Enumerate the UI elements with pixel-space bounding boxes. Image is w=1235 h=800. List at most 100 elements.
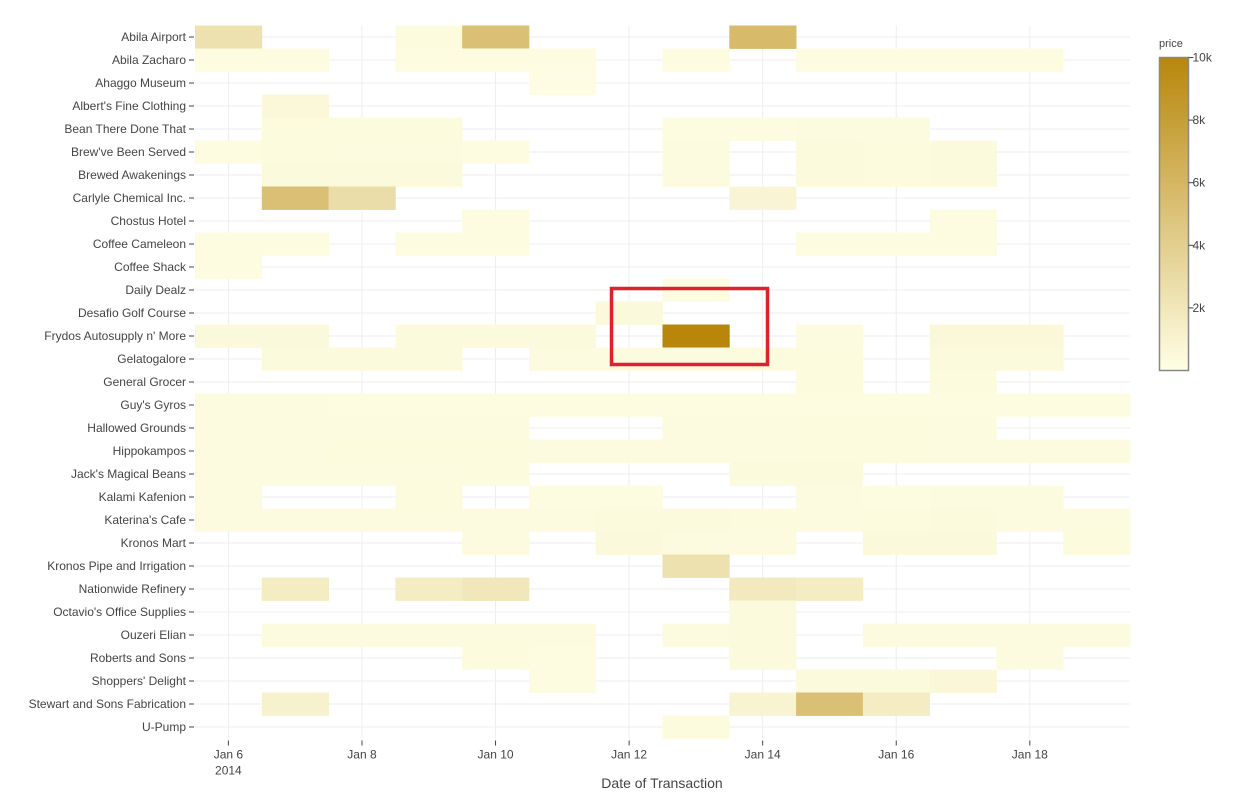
heatmap-cell xyxy=(195,439,263,463)
heatmap-cell xyxy=(328,462,396,486)
heatmap-cell xyxy=(261,577,329,601)
heatmap-cell xyxy=(729,186,797,210)
heatmap-cell xyxy=(462,623,530,647)
colorbar-tick-label: 6k xyxy=(1193,176,1207,190)
heatmap-cell xyxy=(796,324,864,348)
heatmap-cell xyxy=(261,439,329,463)
heatmap-cell xyxy=(929,393,997,417)
heatmap-cell xyxy=(528,71,597,95)
heatmap-cell xyxy=(729,577,797,601)
heatmap-cell xyxy=(462,232,530,256)
x-tick-label: Jan 18 xyxy=(1012,748,1048,762)
heatmap-cell xyxy=(261,623,329,647)
heatmap-cell xyxy=(261,692,329,716)
heatmap-cell xyxy=(796,163,864,187)
y-tick-label: Brew've Been Served xyxy=(71,145,186,159)
heatmap-cell xyxy=(662,347,730,371)
heatmap-cell xyxy=(662,623,730,647)
heatmap-cell xyxy=(462,577,530,601)
heatmap-cell xyxy=(195,416,263,440)
heatmap-cell xyxy=(595,393,663,417)
y-tick-label: Desafio Golf Course xyxy=(78,306,186,320)
heatmap-cell xyxy=(862,416,931,440)
heatmap-cell xyxy=(395,439,463,463)
heatmap-cell xyxy=(261,94,329,118)
y-tick-label: Abila Zacharo xyxy=(112,53,186,67)
y-tick-label: Ouzeri Elian xyxy=(121,628,186,642)
heatmap-cell xyxy=(328,439,396,463)
heatmap-cell xyxy=(462,416,530,440)
colorbar-tick-label: 8k xyxy=(1193,113,1207,127)
colorbar-tick-label: 10k xyxy=(1193,51,1213,65)
heatmap-cell xyxy=(729,508,797,532)
x-tick-label: Jan 12 xyxy=(611,748,647,762)
heatmap-cell xyxy=(595,301,663,325)
heatmap-cell xyxy=(662,393,730,417)
y-tick-label: Coffee Cameleon xyxy=(93,237,186,251)
heatmap-cell xyxy=(996,508,1064,532)
heatmap-cell xyxy=(862,508,931,532)
y-tick-label: Guy's Gyros xyxy=(120,398,186,412)
heatmap-cell xyxy=(929,48,997,72)
y-tick-label: Daily Dealz xyxy=(125,283,186,297)
heatmap-cell xyxy=(195,25,263,49)
heatmap-cell xyxy=(595,508,663,532)
y-tick-label: Bean There Done That xyxy=(64,122,186,136)
heatmap-cell xyxy=(261,347,329,371)
heatmap-cell xyxy=(261,48,329,72)
heatmap-cell xyxy=(929,669,997,693)
heatmap-cell xyxy=(796,232,864,256)
colorbar-tick-label: 2k xyxy=(1193,301,1207,315)
heatmap-cell xyxy=(862,623,931,647)
heatmap-cell xyxy=(261,393,329,417)
heatmap-cell xyxy=(395,48,463,72)
y-tick-label: Chostus Hotel xyxy=(111,214,186,228)
colorbar-tick-label: 4k xyxy=(1193,238,1207,252)
heatmap-cell xyxy=(195,232,263,256)
heatmap-cell xyxy=(1063,508,1131,532)
heatmap-cell xyxy=(796,48,864,72)
heatmap-cell xyxy=(462,140,530,164)
heatmap-cell xyxy=(929,508,997,532)
heatmap-cell xyxy=(462,393,530,417)
heatmap-cell xyxy=(662,554,730,578)
heatmap-cell xyxy=(729,623,797,647)
y-tick-label: Roberts and Sons xyxy=(90,651,186,665)
heatmap-cell xyxy=(528,485,597,509)
heatmap-cell xyxy=(996,623,1064,647)
heatmap-cell xyxy=(862,117,931,141)
heatmap-cell xyxy=(462,48,530,72)
heatmap-cell xyxy=(528,623,597,647)
heatmap-cell xyxy=(195,485,263,509)
heatmap-cell xyxy=(729,393,797,417)
heatmap-cell xyxy=(796,393,864,417)
heatmap-cell xyxy=(528,669,597,693)
heatmap-cell xyxy=(595,347,663,371)
heatmap-cell xyxy=(796,370,864,394)
heatmap-cell xyxy=(395,577,463,601)
heatmap-cell xyxy=(662,140,730,164)
heatmap-cell xyxy=(929,439,997,463)
x-tick-label: Jan 14 xyxy=(745,748,781,762)
heatmap-cell xyxy=(462,25,530,49)
heatmap-cell xyxy=(729,531,797,555)
y-tick-label: Kronos Pipe and Irrigation xyxy=(47,559,186,573)
heatmap-cell xyxy=(796,462,864,486)
heatmap-cell xyxy=(729,25,797,49)
y-tick-label: Abila Airport xyxy=(121,30,186,44)
heatmap-cell xyxy=(195,393,263,417)
heatmap-cell xyxy=(996,48,1064,72)
heatmap-cell xyxy=(662,416,730,440)
y-tick-label: Coffee Shack xyxy=(114,260,187,274)
heatmap-cell xyxy=(796,669,864,693)
y-tick-label: Ahaggo Museum xyxy=(95,76,186,90)
heatmap-cell xyxy=(395,416,463,440)
heatmap-cell xyxy=(261,186,329,210)
heatmap-cell xyxy=(929,485,997,509)
heatmap-cell xyxy=(862,439,931,463)
heatmap-cell xyxy=(595,439,663,463)
heatmap-cell xyxy=(662,439,730,463)
heatmap-cell xyxy=(862,48,931,72)
heatmap-cell xyxy=(862,163,931,187)
